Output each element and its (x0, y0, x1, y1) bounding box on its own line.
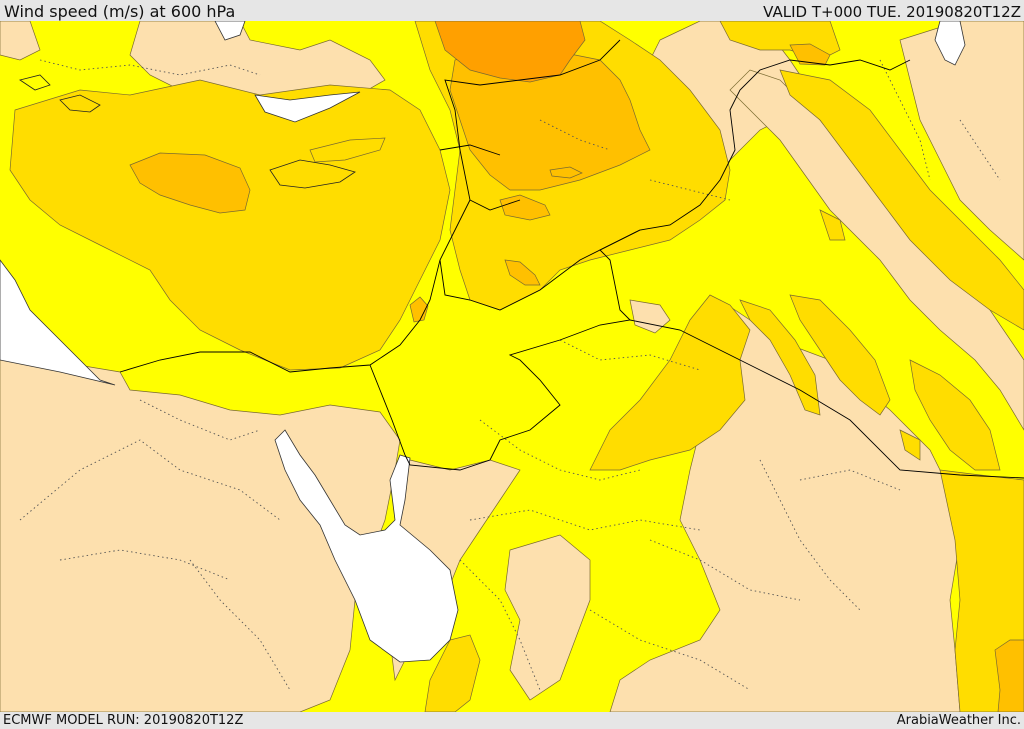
water-bodies (0, 21, 966, 663)
country-borders (119, 39, 1024, 479)
band-highest-regions (434, 21, 586, 83)
wind-speed-map[interactable] (0, 21, 1024, 712)
header-bar: Wind speed (m/s) at 600 hPa VALID T+000 … (0, 0, 1024, 21)
band-high-regions (129, 43, 1024, 712)
credit-label: ArabiaWeather Inc. (896, 713, 1021, 728)
internal-boundaries (19, 59, 1001, 691)
footer-bar: ECMWF MODEL RUN: 20190820T12Z ArabiaWeat… (0, 712, 1024, 729)
valid-time: VALID T+000 TUE. 20190820T12Z (763, 3, 1021, 21)
band-mid-regions (9, 21, 1024, 712)
map-title: Wind speed (m/s) at 600 hPa (4, 2, 236, 21)
coastline-details (19, 74, 356, 189)
model-run-label: ECMWF MODEL RUN: 20190820T12Z (3, 713, 244, 728)
